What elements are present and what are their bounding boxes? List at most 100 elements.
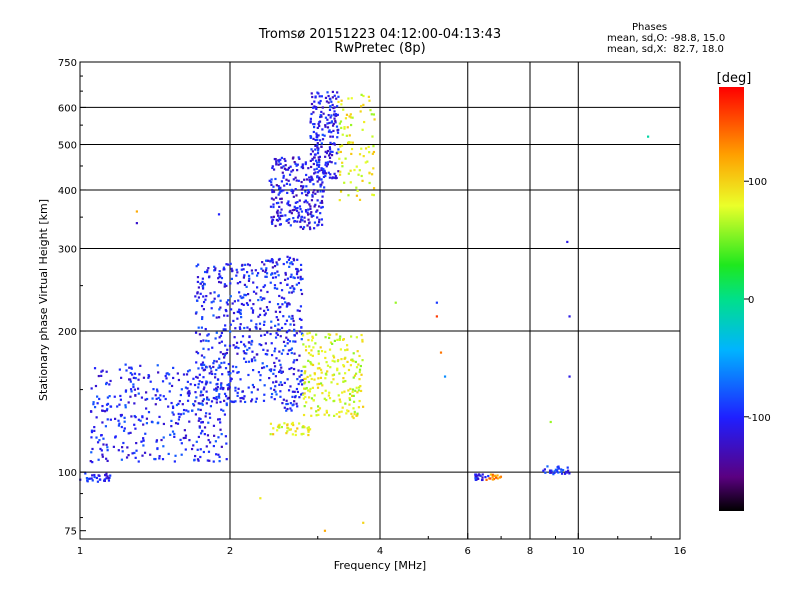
- data-point: [187, 410, 190, 413]
- data-point: [345, 412, 348, 415]
- data-point: [219, 387, 222, 390]
- data-point: [238, 291, 241, 294]
- data-point: [240, 302, 244, 306]
- data-point: [298, 317, 302, 321]
- data-point: [343, 357, 346, 360]
- data-point: [212, 300, 215, 303]
- data-point: [292, 178, 295, 181]
- data-point: [330, 131, 333, 134]
- data-point: [279, 369, 282, 372]
- data-point: [359, 364, 362, 368]
- data-point: [323, 186, 326, 189]
- data-point: [244, 263, 247, 266]
- data-point: [179, 438, 182, 441]
- data-point: [318, 95, 321, 98]
- data-point: [331, 342, 334, 345]
- data-point: [274, 310, 277, 313]
- data-point: [207, 450, 211, 453]
- data-point: [200, 402, 203, 405]
- data-point: [208, 372, 211, 375]
- data-point: [202, 450, 205, 454]
- data-point: [330, 161, 333, 164]
- data-point: [342, 380, 345, 383]
- data-point: [319, 201, 322, 204]
- data-point: [276, 263, 279, 266]
- data-point: [339, 145, 342, 148]
- data-point: [307, 380, 311, 384]
- data-point: [491, 475, 494, 478]
- data-point: [278, 160, 281, 163]
- data-point: [239, 400, 242, 403]
- data-point: [286, 430, 289, 433]
- data-point: [213, 265, 216, 268]
- data-point: [227, 383, 230, 386]
- data-point: [360, 105, 363, 108]
- data-point: [296, 169, 299, 172]
- data-point: [288, 329, 291, 332]
- data-point: [305, 178, 309, 181]
- data-point: [130, 415, 133, 418]
- data-point: [307, 218, 310, 221]
- data-point: [327, 101, 330, 104]
- data-point: [272, 185, 275, 188]
- data-point: [149, 453, 152, 456]
- data-point: [312, 130, 315, 134]
- data-point: [156, 390, 159, 393]
- data-point: [278, 359, 281, 362]
- data-point: [229, 282, 232, 285]
- data-point: [242, 296, 245, 299]
- data-point: [237, 299, 240, 302]
- data-point: [226, 303, 229, 306]
- data-point: [330, 100, 333, 103]
- data-point: [284, 322, 287, 326]
- data-point: [137, 418, 140, 421]
- data-point: [205, 390, 208, 393]
- data-point: [333, 172, 336, 175]
- x-tick-label: 8: [527, 546, 533, 557]
- data-point: [304, 161, 307, 164]
- data-point: [227, 263, 230, 266]
- data-point: [311, 354, 314, 357]
- data-point: [312, 106, 315, 109]
- data-point: [306, 201, 309, 204]
- data-point: [246, 303, 250, 306]
- data-point: [313, 100, 316, 103]
- data-point: [294, 430, 297, 433]
- data-point: [359, 110, 362, 113]
- data-point: [297, 156, 300, 159]
- data-point: [128, 366, 131, 369]
- data-point: [143, 451, 147, 454]
- data-point: [308, 345, 311, 348]
- data-point: [281, 214, 284, 217]
- data-point: [201, 403, 204, 406]
- data-point: [205, 412, 208, 415]
- x-tick-label: 16: [674, 546, 687, 557]
- data-point: [280, 366, 283, 369]
- data-point: [252, 368, 255, 372]
- data-point: [294, 176, 297, 179]
- data-point: [234, 386, 237, 389]
- data-point: [318, 121, 321, 124]
- data-point: [191, 409, 194, 412]
- data-point: [338, 173, 342, 176]
- data-point: [333, 339, 336, 343]
- data-point: [308, 203, 311, 206]
- data-point: [176, 422, 180, 425]
- data-point: [286, 407, 289, 411]
- data-point: [280, 180, 283, 183]
- data-point: [311, 150, 314, 153]
- data-point: [243, 293, 246, 296]
- data-point: [207, 267, 210, 270]
- data-point: [362, 103, 365, 106]
- data-point: [280, 425, 284, 429]
- data-point: [96, 402, 99, 405]
- data-point: [291, 421, 294, 425]
- data-point: [285, 409, 288, 412]
- data-point: [247, 279, 251, 282]
- data-point: [271, 222, 274, 225]
- data-point: [127, 454, 130, 457]
- data-point: [286, 202, 289, 205]
- data-point: [319, 99, 322, 103]
- data-point: [487, 474, 490, 478]
- data-point: [208, 275, 211, 278]
